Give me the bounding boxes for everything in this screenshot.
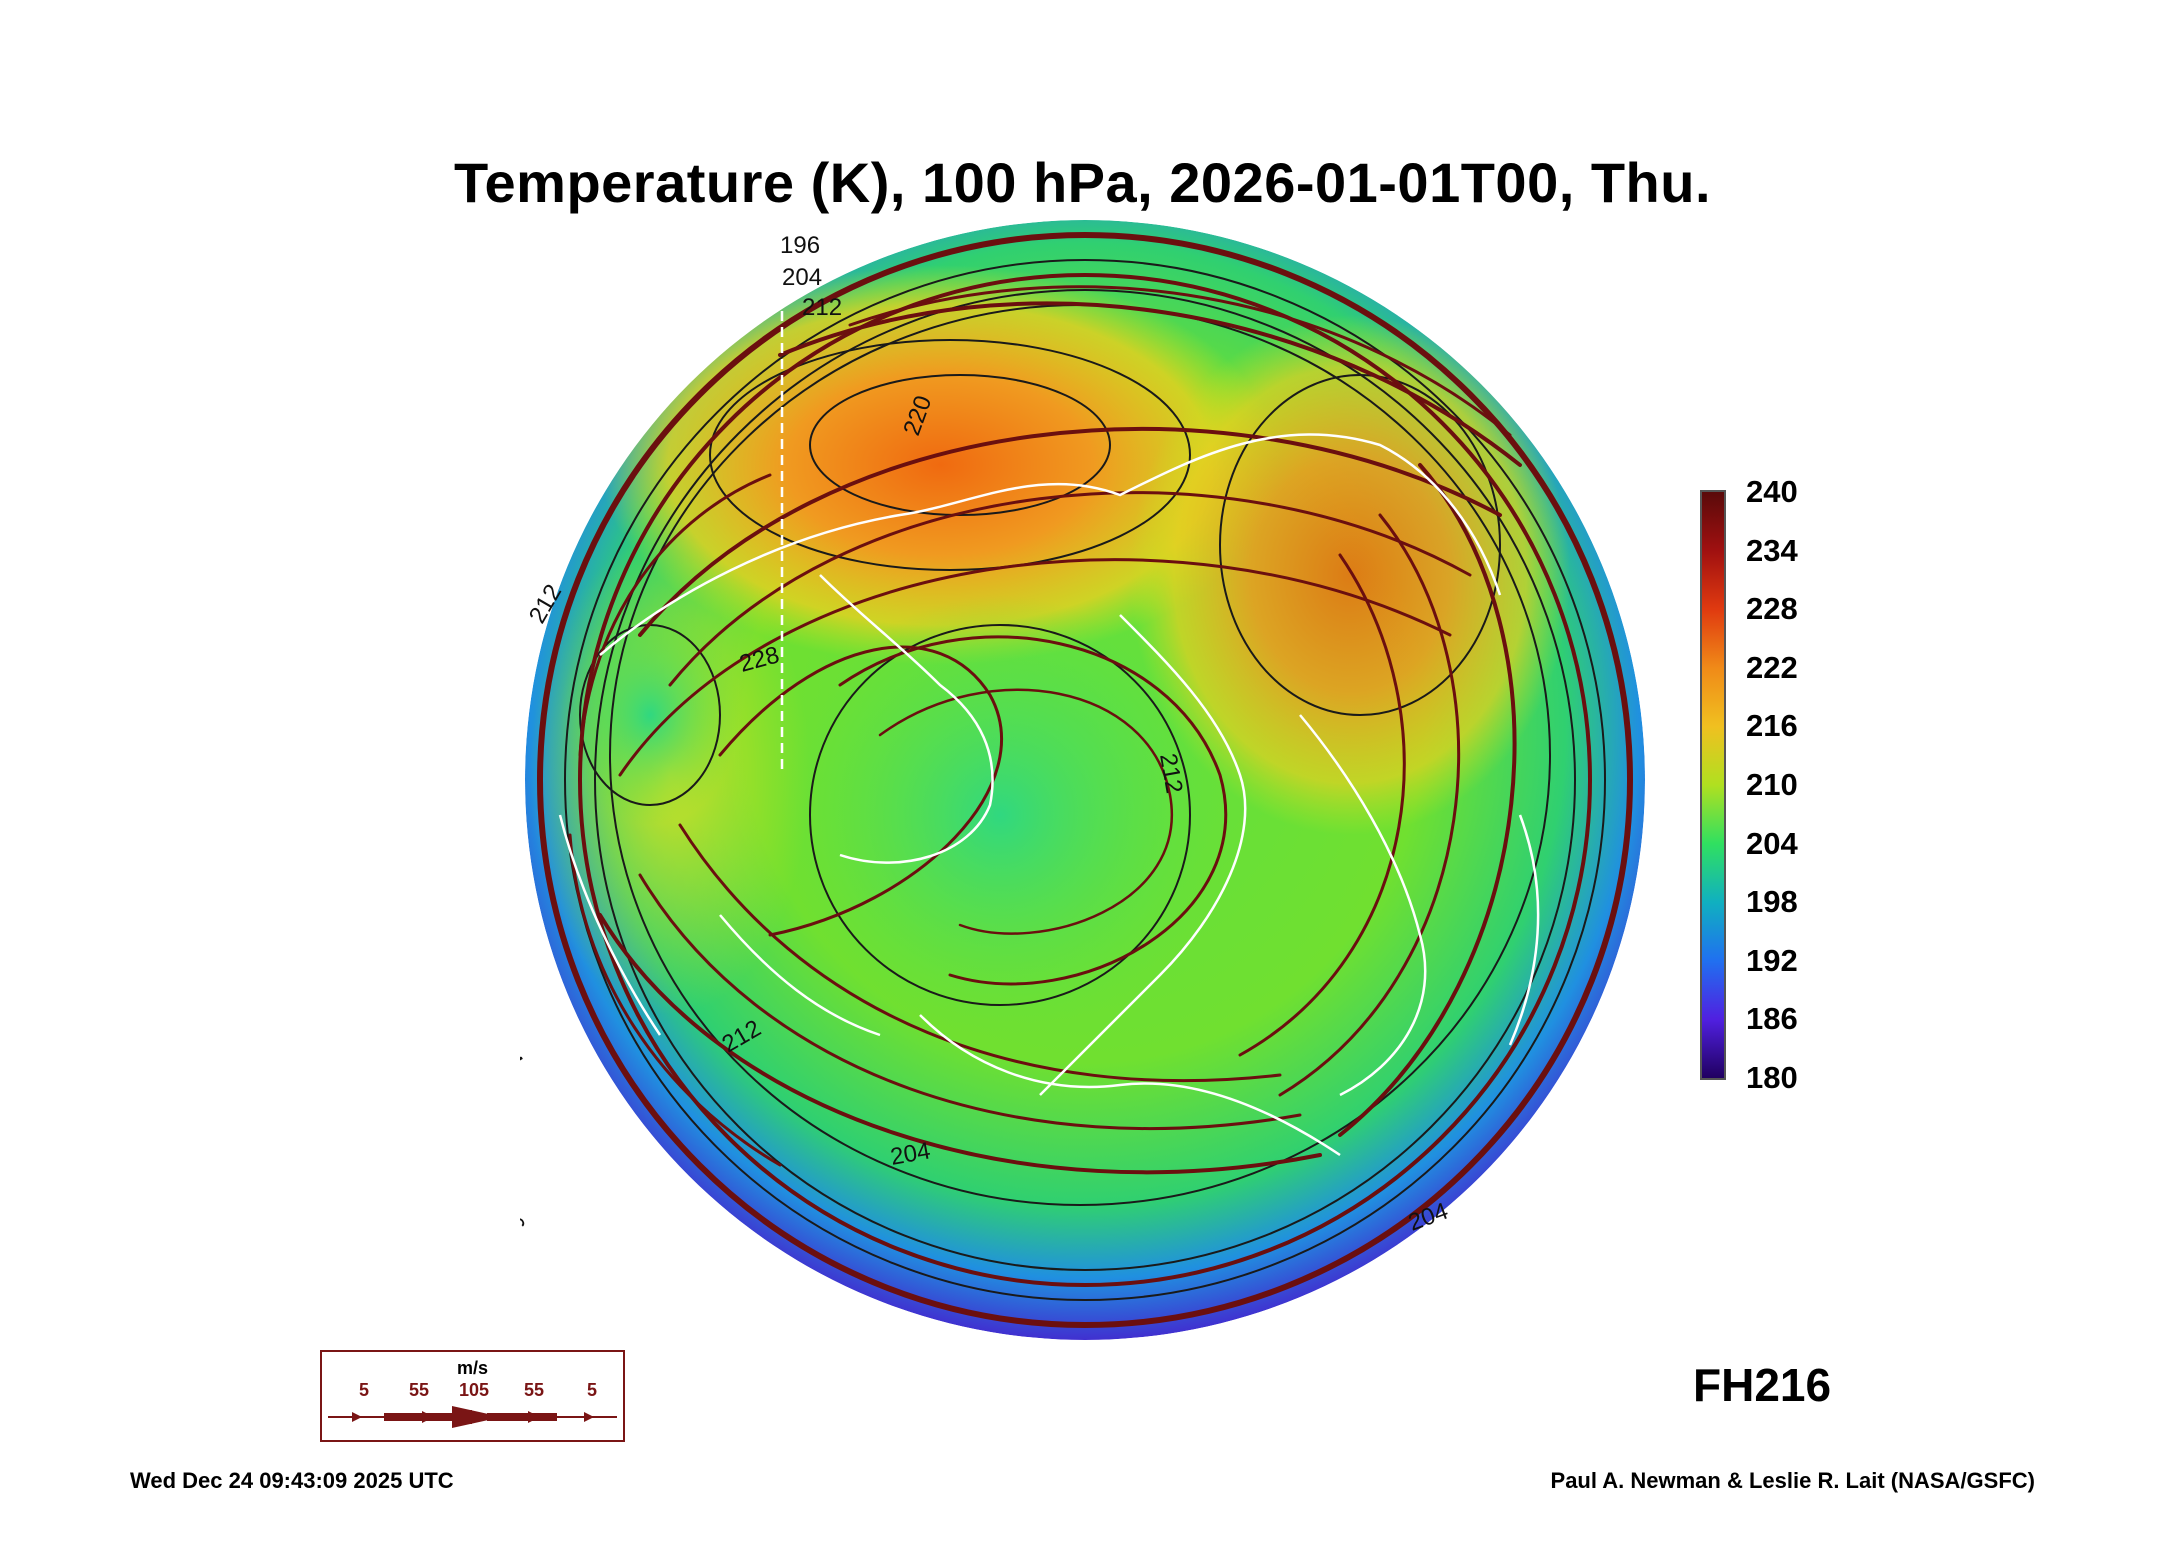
contour-label: 204 xyxy=(520,1025,528,1073)
colorbar-tick-label: 228 xyxy=(1746,591,1798,627)
warm-region-north xyxy=(600,265,1280,665)
coastlines xyxy=(558,433,1540,1157)
colorbar-tick-label: 240 xyxy=(1746,474,1798,509)
wind-speed-legend: m/s 5 55 105 55 5 xyxy=(320,1350,625,1442)
cool-region-center xyxy=(780,595,1220,1035)
colorbar-tick-label: 204 xyxy=(1746,825,1798,861)
wind-speed-label: 55 xyxy=(523,1380,545,1400)
wind-streamlines xyxy=(537,232,1633,1328)
chart-title: Temperature (K), 100 hPa, 2026-01-01T00,… xyxy=(453,151,1712,214)
colorbar-tick-label: 222 xyxy=(1746,649,1798,685)
contour-label: 204 xyxy=(782,264,822,291)
colorbar-tick-label: 210 xyxy=(1746,767,1798,802)
wind-speed-unit: m/s xyxy=(456,1358,489,1378)
wind-speed-scale-icon xyxy=(328,1406,617,1428)
colorbar-tick-label: 198 xyxy=(1746,884,1798,920)
generated-timestamp: Wed Dec 24 09:43:09 2025 UTC xyxy=(130,1468,454,1493)
wind-speed-label: 5 xyxy=(586,1380,598,1400)
colorbar-tick-label: 192 xyxy=(1746,942,1798,978)
temperature-contours xyxy=(564,259,1606,1301)
contour-label: 196 xyxy=(780,232,820,259)
contour-label: 196 xyxy=(520,1190,530,1238)
author-credit: Paul A. Newman & Leslie R. Lait (NASA/GS… xyxy=(1550,1468,2035,1493)
wind-speed-label: 5 xyxy=(358,1380,370,1400)
temperature-colorbar xyxy=(1700,490,1726,1080)
polar-map: 196 204 212 220 228 212 204 196 204 212 … xyxy=(520,220,1645,1340)
forecast-hour: FH216 xyxy=(1693,1359,1832,1411)
contour-label: 212 xyxy=(802,294,842,321)
colorbar-tick-label: 234 xyxy=(1746,532,1798,568)
cool-region-west xyxy=(560,605,740,825)
wind-speed-label: 55 xyxy=(408,1380,430,1400)
colorbar-tick-label: 216 xyxy=(1746,708,1798,744)
colorbar-tick-label: 186 xyxy=(1746,1001,1798,1037)
wind-speed-label: 105 xyxy=(458,1380,490,1400)
colorbar-tick-label: 180 xyxy=(1746,1060,1798,1095)
